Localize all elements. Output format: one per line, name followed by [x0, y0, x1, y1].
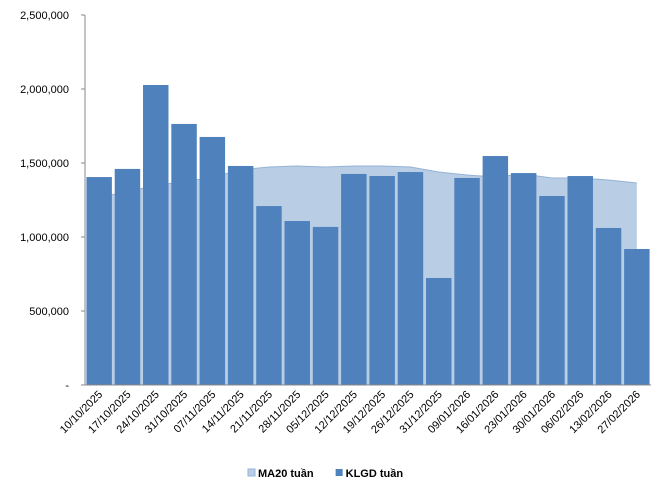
y-tick-label: 2,000,000 [20, 84, 69, 96]
bar [454, 177, 480, 385]
bar [426, 277, 452, 385]
y-tick-label: 1,000,000 [20, 232, 69, 244]
bar [312, 226, 339, 385]
legend-label: KLGD tuần [346, 468, 404, 480]
y-tick-label: 1,500,000 [20, 158, 69, 170]
bar [397, 172, 424, 385]
y-tick-label: 2,500,000 [20, 10, 69, 22]
y-tick-label: - [65, 380, 69, 392]
bar [567, 176, 593, 385]
bar [482, 156, 509, 385]
legend-label: MA20 tuần [258, 468, 314, 480]
bar [284, 221, 310, 385]
bar [256, 206, 282, 385]
bar [143, 85, 169, 385]
bar [341, 173, 367, 385]
legend-swatch [335, 469, 343, 476]
bar [539, 196, 565, 385]
bar [510, 173, 537, 385]
bar [595, 227, 622, 385]
bar [114, 168, 141, 385]
bar [171, 123, 197, 385]
bar [369, 176, 395, 385]
y-tick-label: 500,000 [29, 306, 69, 318]
bar [624, 248, 650, 385]
bar [199, 136, 226, 385]
bar [227, 165, 254, 385]
bar [86, 177, 112, 385]
legend-swatch [247, 468, 256, 477]
